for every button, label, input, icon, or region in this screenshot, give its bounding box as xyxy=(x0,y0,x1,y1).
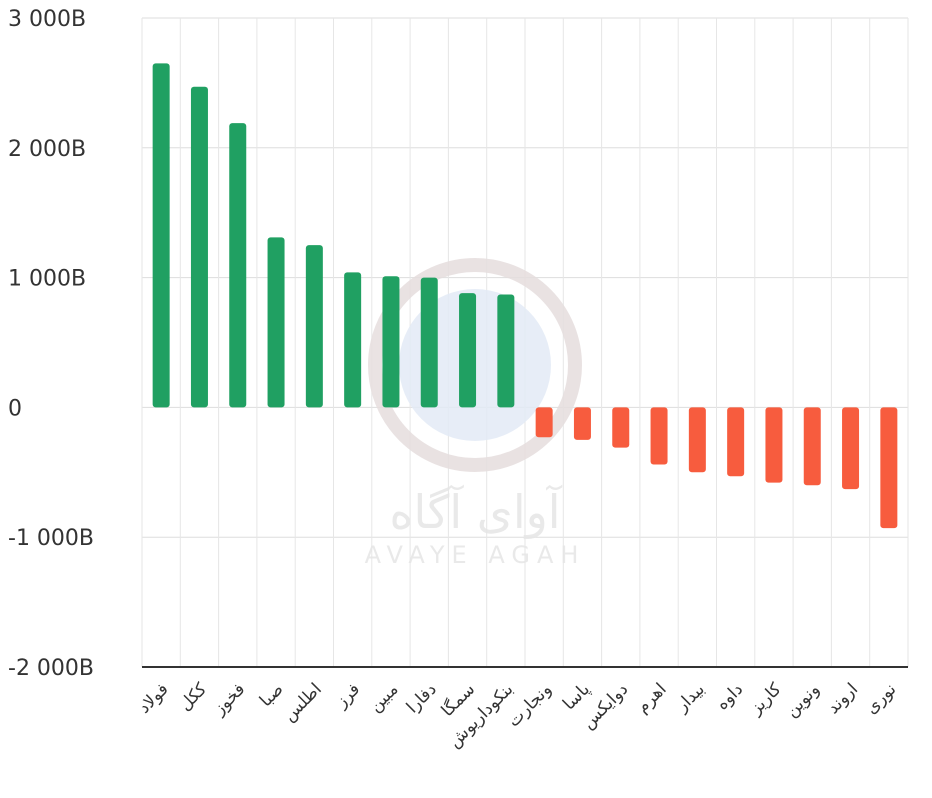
x-tick-label: ونجارت xyxy=(504,679,556,731)
bar xyxy=(573,407,591,440)
x-tick-label: فخوز xyxy=(209,679,249,719)
y-tick-label: 1 000B xyxy=(8,267,86,292)
x-tick-label: ونوین xyxy=(782,679,824,721)
bars xyxy=(152,63,898,529)
x-tick-label: اروند xyxy=(823,679,862,718)
bar xyxy=(650,407,668,465)
x-tick-label: فولاد xyxy=(134,679,172,717)
bar xyxy=(420,277,438,408)
bar xyxy=(497,294,515,408)
bar xyxy=(344,272,362,408)
y-tick-label: -1 000B xyxy=(8,526,94,551)
bar xyxy=(765,407,783,483)
bar xyxy=(803,407,821,486)
bar xyxy=(612,407,630,448)
bar xyxy=(382,276,400,408)
bar xyxy=(688,407,706,473)
x-tick-label: صبا xyxy=(256,679,288,711)
bar xyxy=(459,293,477,408)
y-tick-label: 0 xyxy=(8,396,22,421)
y-tick-label: -2 000B xyxy=(8,656,94,681)
bar xyxy=(880,407,898,529)
bar xyxy=(842,407,860,490)
watermark-logo-ring xyxy=(368,258,582,472)
x-tick-label: کاریز xyxy=(745,679,786,720)
bar xyxy=(190,86,208,408)
bar xyxy=(305,245,323,408)
x-tick-label: اطلس xyxy=(280,679,326,725)
x-tick-label: اهرم xyxy=(633,679,671,717)
y-tick-label: 3 000B xyxy=(8,7,86,32)
x-tick-label: فرز xyxy=(331,679,364,712)
x-tick-label: ککل xyxy=(175,679,211,715)
x-tick-label: بیدار xyxy=(672,679,709,716)
watermark-text-fa: آوای آگاه xyxy=(389,485,562,540)
x-tick-label: مبین xyxy=(365,679,402,716)
x-tick-label: نوری xyxy=(861,679,900,718)
y-axis-tick-labels: 3 000B 2 000B 1 000B 0 -1 000B -2 000B xyxy=(8,7,94,681)
bar xyxy=(267,237,285,408)
x-tick-label: داوه xyxy=(712,679,747,714)
watermark-text-en: AVAYE AGAH xyxy=(365,541,586,569)
bar xyxy=(229,123,247,408)
y-tick-label: 2 000B xyxy=(8,137,86,162)
bar xyxy=(727,407,745,477)
bar xyxy=(535,407,553,438)
bar xyxy=(152,63,170,408)
x-tick-label: دفارا xyxy=(403,679,441,717)
